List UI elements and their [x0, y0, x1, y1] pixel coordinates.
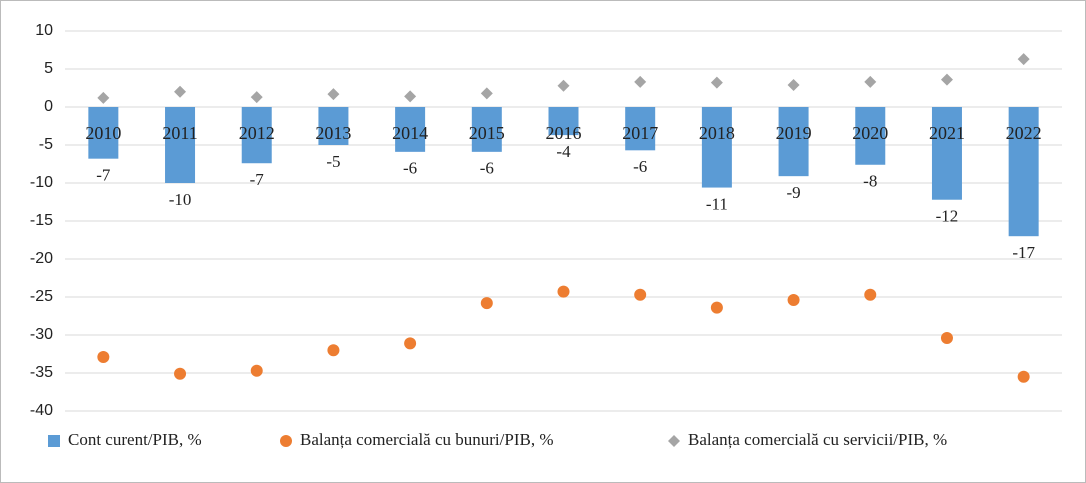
data-label: -9	[786, 183, 800, 202]
y-tick-label: -35	[30, 364, 53, 381]
diamond-marker	[250, 91, 263, 104]
bar	[88, 107, 119, 159]
diamond-marker	[787, 78, 800, 91]
diamond-marker	[710, 76, 723, 89]
circle-marker	[634, 288, 647, 301]
diamond-marker	[864, 75, 877, 88]
data-label: -6	[403, 159, 417, 178]
bar	[701, 107, 732, 188]
circle-marker	[557, 285, 570, 298]
bar	[548, 107, 579, 136]
bar	[1008, 107, 1039, 237]
bar	[931, 107, 962, 200]
y-tick-label: -40	[30, 402, 53, 419]
data-label: -10	[169, 190, 192, 209]
y-tick-label: -20	[30, 250, 53, 267]
y-tick-label: -10	[30, 174, 53, 191]
category-label: 2014	[392, 123, 428, 143]
data-label: -6	[480, 159, 494, 178]
diamond-marker	[557, 79, 570, 92]
circle-marker	[940, 332, 953, 345]
diamond-marker	[940, 73, 953, 86]
data-label: -7	[96, 166, 111, 185]
y-tick-label: 0	[44, 98, 53, 115]
y-tick-label: -5	[39, 136, 53, 153]
circle-marker	[480, 297, 493, 310]
diamond-marker	[1017, 53, 1030, 66]
category-label: 2015	[469, 123, 505, 143]
data-label: -12	[936, 207, 959, 226]
bar	[241, 107, 272, 164]
diamond-marker	[404, 90, 417, 103]
legend-swatch	[48, 435, 60, 447]
diamond-marker	[97, 91, 110, 104]
category-label: 2018	[699, 123, 735, 143]
data-label: -7	[250, 170, 265, 189]
category-label: 2013	[315, 123, 351, 143]
circle-marker	[97, 351, 110, 364]
bar	[625, 107, 656, 151]
diamond-marker	[327, 88, 340, 101]
category-label: 2020	[852, 123, 888, 143]
category-label: 2017	[622, 123, 658, 143]
category-label: 2021	[929, 123, 965, 143]
y-tick-label: -15	[30, 212, 53, 229]
legend-label: Cont curent/PIB, %	[68, 430, 202, 449]
category-label: 2019	[776, 123, 812, 143]
circle-marker	[1017, 370, 1030, 383]
bar	[395, 107, 426, 152]
category-label: 2012	[239, 123, 275, 143]
circle-marker	[280, 435, 292, 447]
legend-label: Balanța comercială cu bunuri/PIB, %	[300, 430, 554, 449]
bar	[778, 107, 809, 177]
diamond-marker	[634, 75, 647, 88]
category-label: 2011	[162, 123, 197, 143]
diamond-marker	[480, 87, 493, 100]
circle-marker	[250, 364, 263, 377]
diamond-marker	[668, 435, 680, 447]
circle-marker	[327, 344, 340, 357]
data-label: -8	[863, 172, 877, 191]
y-tick-label: -25	[30, 288, 53, 305]
data-label: -4	[556, 142, 571, 161]
y-tick-label: -30	[30, 326, 53, 343]
data-label: -11	[706, 194, 728, 213]
data-label: -17	[1012, 243, 1035, 262]
bar	[855, 107, 886, 165]
legend-label: Balanța comercială cu servicii/PIB, %	[688, 430, 947, 449]
y-tick-label: 10	[35, 22, 53, 39]
data-label: -6	[633, 157, 647, 176]
circle-marker	[404, 337, 417, 350]
diamond-marker	[174, 85, 187, 98]
circle-marker	[710, 301, 723, 314]
category-label: 2022	[1006, 123, 1042, 143]
bar	[318, 107, 349, 145]
circle-marker	[864, 288, 877, 301]
circle-marker	[174, 367, 187, 380]
category-label: 2010	[85, 123, 121, 143]
category-label: 2016	[546, 123, 582, 143]
circle-marker	[787, 294, 800, 307]
bar	[471, 107, 502, 152]
data-label: -5	[326, 152, 340, 171]
y-tick-label: 5	[44, 60, 53, 77]
bar	[165, 107, 196, 183]
